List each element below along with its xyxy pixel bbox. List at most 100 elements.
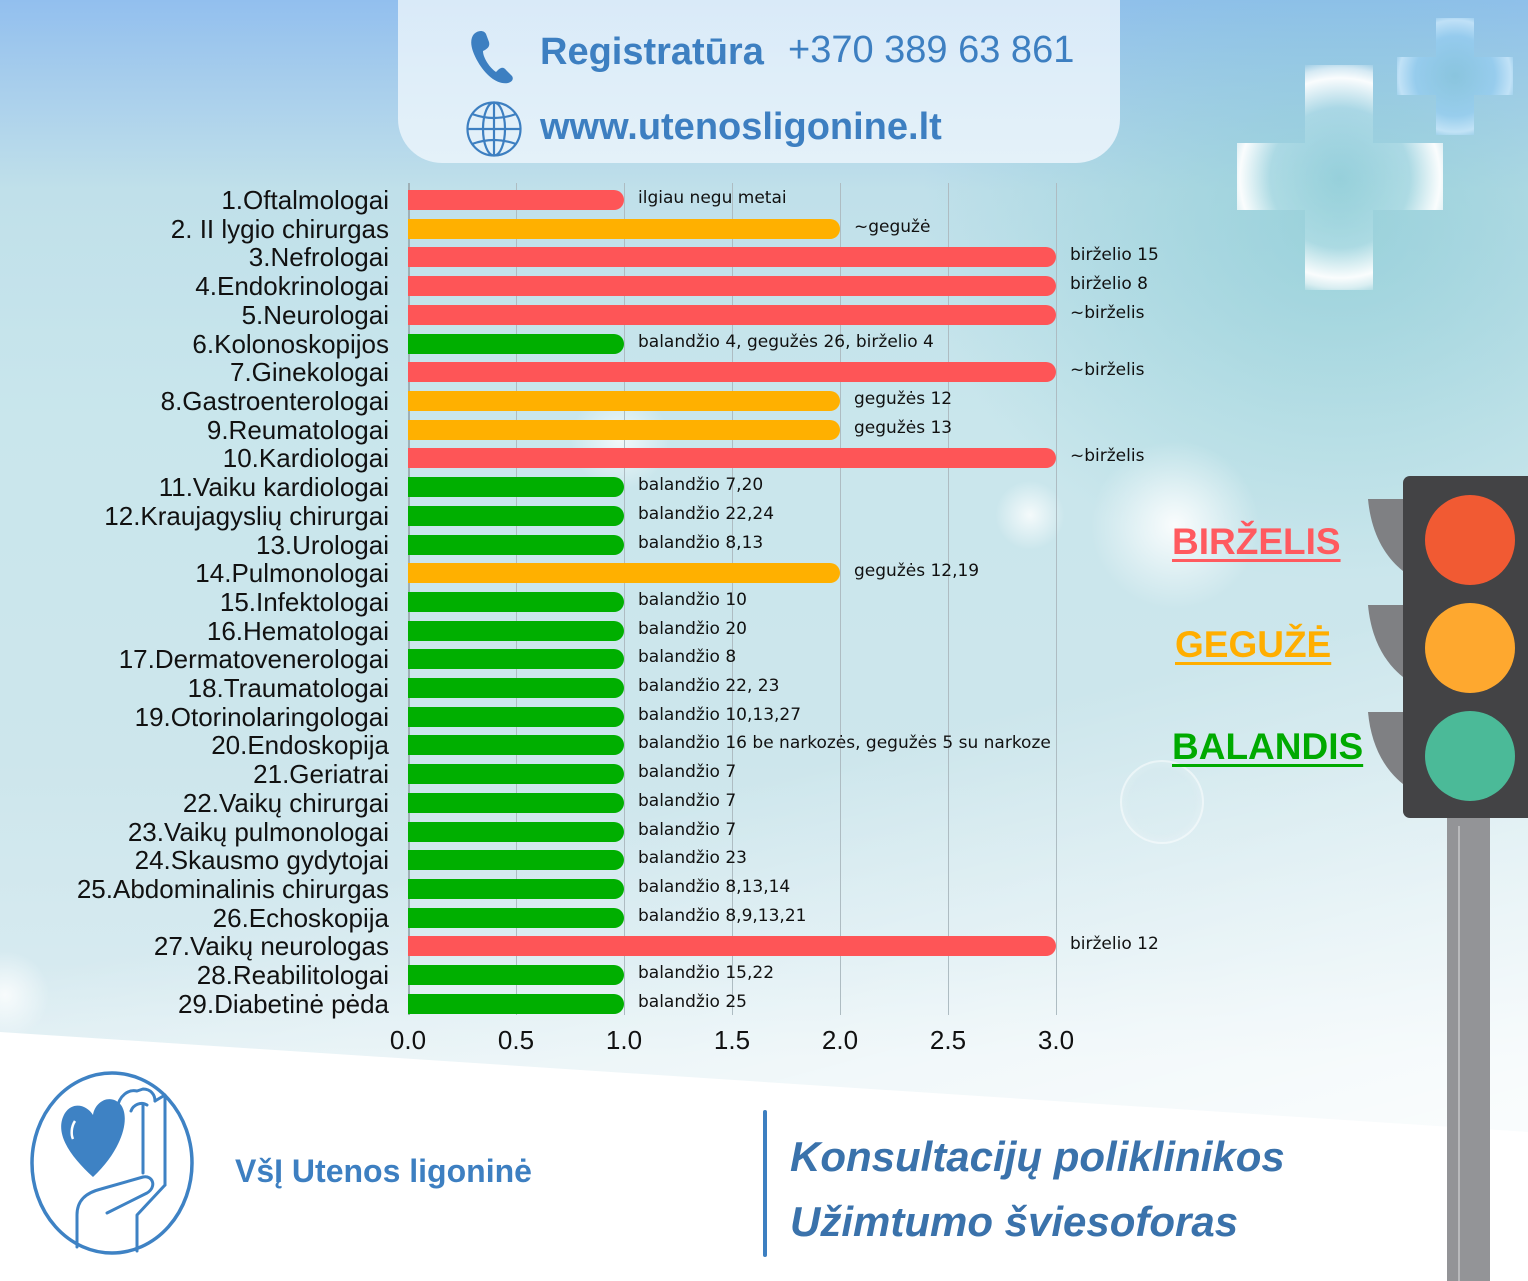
globe-icon: [466, 101, 522, 157]
x-tick-label: 2.0: [821, 1025, 859, 1055]
category-label: 19.Otorinolaringologai: [134, 702, 389, 732]
footer-divider: [763, 1110, 767, 1257]
bar-annotation: balandžio 23: [638, 848, 747, 868]
bar-annotation: ~gegužė: [854, 217, 931, 237]
traffic-light-pole: [1447, 810, 1490, 1281]
light-hood: [1368, 605, 1403, 677]
gridline: [840, 183, 841, 1015]
category-label: 26.Echoskopija: [212, 903, 389, 933]
bar: [408, 908, 624, 928]
bar-annotation: gegužės 13: [854, 418, 953, 438]
x-tick-label: 3.0: [1037, 1025, 1075, 1055]
light-hood: [1368, 712, 1403, 784]
bar: [408, 850, 624, 870]
bar: [408, 994, 624, 1014]
bar-annotation: balandžio 10: [638, 590, 747, 610]
registry-label: Registratūra: [540, 31, 764, 73]
footer-title-line1: Konsultacijų poliklinikos: [790, 1133, 1285, 1180]
bar-annotation: balandžio 25: [638, 992, 747, 1012]
bar-annotation: balandžio 15,22: [638, 963, 775, 983]
category-label: 1.Oftalmologai: [221, 185, 389, 215]
gridline: [1056, 183, 1057, 1015]
x-tick-label: 1.0: [605, 1025, 643, 1055]
legend-item-april: BALANDIS: [1172, 726, 1364, 767]
bar-annotation: ~birželis: [1070, 303, 1145, 323]
category-label: 7.Ginekologai: [230, 357, 389, 387]
phone-number-link[interactable]: +370 389 63 861: [788, 29, 1075, 71]
bar-annotation: gegužės 12: [854, 389, 953, 409]
bar-annotation: balandžio 8,13,14: [638, 877, 791, 897]
category-label: 6.Kolonoskopijos: [192, 329, 389, 359]
x-tick-label: 2.5: [929, 1025, 967, 1055]
bar: [408, 362, 1056, 382]
category-label: 5.Neurologai: [241, 300, 389, 330]
bar-annotation: balandžio 7: [638, 762, 737, 782]
category-label: 24.Skausmo gydytojai: [134, 845, 389, 875]
bar-annotation: balandžio 10,13,27: [638, 705, 802, 725]
website-link[interactable]: www.utenosligonine.lt: [540, 106, 942, 148]
bar: [408, 678, 624, 698]
gridline: [624, 183, 625, 1015]
decorative-bubble: [1120, 760, 1204, 844]
phone-icon: [471, 31, 513, 84]
gridline: [732, 183, 733, 1015]
decorative-bubble: [995, 480, 1065, 550]
legend-item-june: BIRŽELIS: [1172, 521, 1341, 562]
bar-annotation: gegužės 12,19: [854, 561, 980, 581]
bar: [408, 621, 624, 641]
bar: [408, 707, 624, 727]
bar: [408, 936, 1056, 956]
red-light: [1425, 495, 1515, 585]
pole-highlight: [1458, 826, 1460, 1281]
bar: [408, 305, 1056, 325]
organization-name: VšĮ Utenos ligoninė: [235, 1153, 532, 1189]
bar-annotation: balandžio 20: [638, 619, 747, 639]
x-tick-label: 0.5: [497, 1025, 535, 1055]
contact-panel: [398, 0, 1120, 163]
bar: [408, 276, 1056, 296]
bar-annotation: balandžio 16 be narkozės, gegužės 5 su n…: [638, 733, 1051, 753]
bar-annotation: balandžio 8: [638, 647, 737, 667]
bar-annotation: balandžio 7: [638, 791, 737, 811]
category-label: 8.Gastroenterologai: [160, 386, 389, 416]
bar: [408, 735, 624, 755]
bar-annotation: ~birželis: [1070, 360, 1145, 380]
bar: [408, 965, 624, 985]
category-label: 20.Endoskopija: [211, 730, 389, 760]
bar: [408, 219, 840, 239]
category-label: 18.Traumatologai: [187, 673, 389, 703]
bar: [408, 391, 840, 411]
bar: [408, 247, 1056, 267]
bar-annotation: balandžio 7: [638, 820, 737, 840]
bar-annotation: balandžio 7,20: [638, 475, 764, 495]
category-label: 15.Infektologai: [219, 587, 389, 617]
bar-annotation: ilgiau negu metai: [638, 188, 787, 208]
bar: [408, 563, 840, 583]
bar-annotation: birželio 8: [1070, 274, 1148, 294]
category-label: 11.Vaiku kardiologai: [158, 472, 389, 502]
traffic-light-icon: [1368, 476, 1528, 1281]
category-label: 14.Pulmonologai: [195, 558, 389, 588]
category-label: 9.Reumatologai: [206, 415, 389, 445]
category-label: 12.Kraujagyslių chirurgai: [104, 501, 389, 531]
category-label: 16.Hematologai: [206, 616, 389, 646]
bar-annotation: birželio 12: [1070, 934, 1159, 954]
bar-annotation: balandžio 4, gegužės 26, birželio 4: [638, 332, 934, 352]
bar: [408, 190, 624, 210]
x-tick-label: 1.5: [713, 1025, 751, 1055]
category-label: 27.Vaikų neurologas: [153, 931, 389, 961]
bar: [408, 506, 624, 526]
legend-item-may: GEGUŽĖ: [1175, 624, 1332, 665]
hospital-logo-icon: [30, 1071, 194, 1255]
category-label: 2. II lygio chirurgas: [170, 214, 389, 244]
bar: [408, 420, 840, 440]
category-label: 3.Nefrologai: [248, 242, 389, 272]
bar-annotation: birželio 15: [1070, 245, 1159, 265]
decorative-bubble: [1090, 440, 1260, 610]
bar: [408, 793, 624, 813]
bar-annotation: ~birželis: [1070, 446, 1145, 466]
bar: [408, 535, 624, 555]
category-label: 25.Abdominalinis chirurgas: [76, 874, 389, 904]
bar: [408, 334, 624, 354]
